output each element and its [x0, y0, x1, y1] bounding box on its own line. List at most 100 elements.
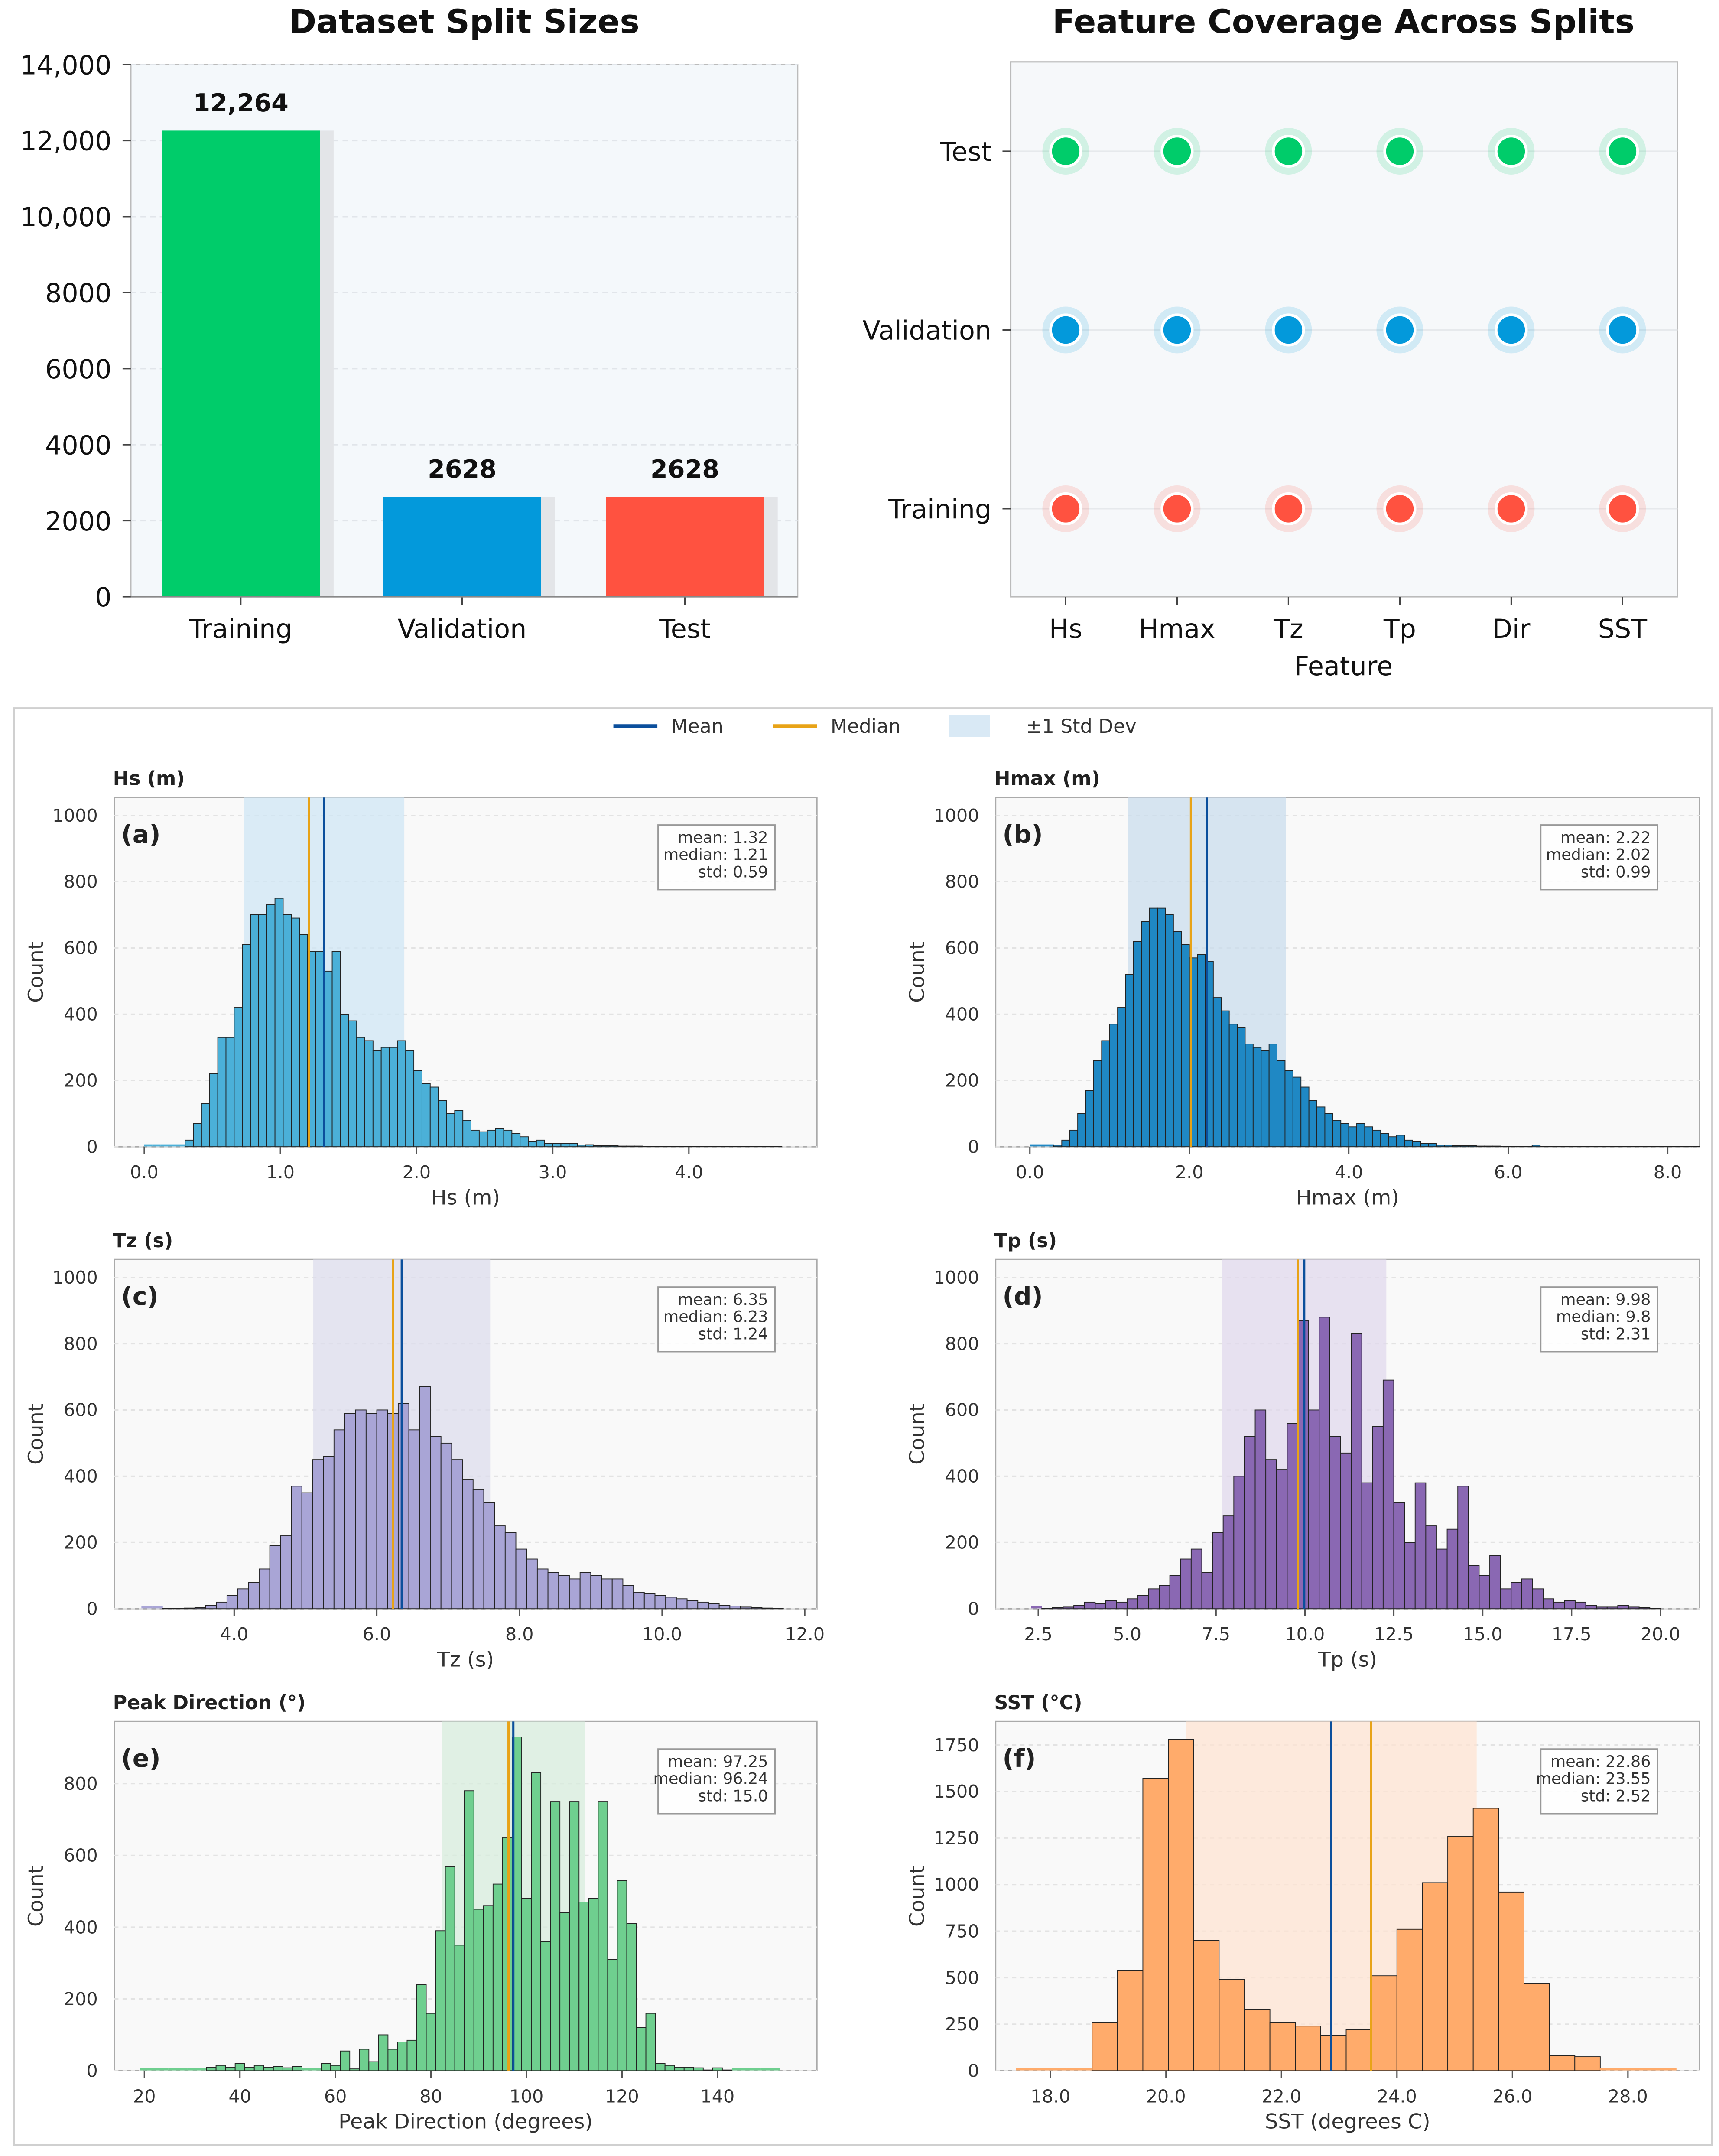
histogram-bar	[666, 1146, 676, 1148]
bar-value-label: 2628	[428, 455, 497, 484]
histogram-bar	[611, 1578, 624, 1610]
histogram-bar	[356, 1037, 365, 1148]
histogram-bar	[323, 1456, 335, 1610]
x-tick-label: Training	[189, 614, 292, 644]
histogram-bar	[1320, 2035, 1347, 2071]
histogram-bar	[1603, 1146, 1612, 1148]
stats-text: std: 0.99	[1581, 862, 1651, 881]
y-tick-label: 200	[64, 1070, 98, 1091]
histogram-bar	[340, 1014, 349, 1148]
histogram-bar	[1233, 1476, 1245, 1610]
stats-box	[657, 1748, 776, 1815]
y-tick-label: Training	[888, 494, 991, 525]
x-axis-label: Peak Direction (degrees)	[338, 2110, 593, 2134]
histogram-bar	[242, 944, 251, 1148]
histogram-bar	[438, 1100, 447, 1148]
histogram-legend: Mean Median ±1 Std Dev	[613, 715, 1137, 738]
x-tick-label: 80	[419, 2086, 442, 2107]
histogram-bar	[601, 1578, 613, 1610]
histogram-bar	[312, 1459, 324, 1610]
histogram-bar	[331, 951, 341, 1148]
histogram-bar	[1348, 1126, 1357, 1148]
histogram-bar	[633, 1592, 645, 1610]
y-tick-label: 400	[945, 1466, 979, 1487]
bar-training	[162, 130, 320, 597]
histogram-bar	[691, 1146, 700, 1148]
histogram-bar	[274, 898, 284, 1148]
histogram-bar	[1168, 1739, 1194, 2071]
histogram-bar	[658, 1146, 668, 1148]
y-tick-label: 0	[87, 1598, 98, 1619]
histogram-bar	[321, 2063, 331, 2071]
histogram-bar	[454, 1945, 465, 2071]
histogram-bar	[740, 1606, 752, 1610]
coverage-dot	[1495, 313, 1528, 347]
histogram-bar	[1500, 1588, 1512, 1610]
stats-text: median: 96.24	[653, 1769, 768, 1788]
histogram-bar	[1372, 1129, 1381, 1148]
histogram-bar	[1319, 1317, 1330, 1610]
histogram-bar	[1228, 1024, 1238, 1148]
histogram-bar	[1500, 1146, 1509, 1148]
legend-std-swatch	[949, 715, 990, 737]
subplot-title: Tz (s)	[113, 1230, 173, 1252]
y-tick-label: 800	[64, 1333, 98, 1354]
histogram-bar	[1643, 1146, 1652, 1148]
histogram-bar	[225, 2067, 236, 2071]
histogram-bar	[1237, 1027, 1246, 1148]
coverage-dot	[1495, 134, 1528, 168]
histogram-bar	[1472, 1808, 1499, 2071]
histogram-bar	[283, 914, 292, 1148]
x-tick-label: SST	[1598, 614, 1648, 644]
histogram-bar	[355, 1409, 367, 1610]
histogram-bar	[504, 1532, 517, 1610]
histogram-bar	[708, 1603, 720, 1610]
histogram-bar	[1073, 1605, 1085, 1610]
y-tick-label: 400	[64, 1466, 98, 1487]
histogram-bar	[732, 1146, 741, 1148]
histogram-bar	[462, 1479, 474, 1610]
histogram-bar	[1148, 1588, 1160, 1610]
histogram-bar	[1479, 1575, 1490, 1610]
histogram-bar	[215, 2065, 226, 2071]
stats-text: std: 2.52	[1581, 1786, 1651, 1805]
histogram-bar	[1265, 1459, 1277, 1610]
histogram-bar	[344, 1413, 356, 1610]
y-tick-label: 600	[64, 938, 98, 959]
histogram-bar	[280, 1535, 292, 1610]
histogram-bar	[1308, 1100, 1317, 1148]
histogram-bar	[1041, 1608, 1053, 1610]
split-sizes-chart: Dataset Split Sizes 0 2000 4000 6000 8000 10,0…	[20, 2, 799, 644]
histogram-bar	[1052, 1607, 1064, 1610]
histogram-bar	[426, 2013, 436, 2071]
x-tick-label: Hmax	[1139, 614, 1215, 644]
histogram-bar	[1396, 1135, 1405, 1148]
x-tick-label: 3.0	[539, 1162, 567, 1183]
histogram-bar	[1105, 1600, 1117, 1610]
subplot-title: Peak Direction (°)	[113, 1692, 306, 1714]
y-tick-label: 800	[945, 1333, 979, 1354]
histogram-bar	[173, 1608, 185, 1610]
coverage-dot	[1272, 134, 1305, 168]
stats-text: median: 6.23	[663, 1307, 768, 1326]
histogram-bar	[349, 2068, 360, 2071]
histogram-bar	[1511, 1582, 1522, 1610]
x-tick-label: 6.0	[1494, 1162, 1523, 1183]
y-tick-label: 0	[87, 1136, 98, 1157]
y-tick-label: 0	[95, 582, 111, 613]
stats-text: mean: 1.32	[678, 828, 768, 847]
stats-text: std: 15.0	[698, 1786, 768, 1805]
histogram-bar	[634, 1145, 643, 1148]
y-tick-label: 400	[64, 1004, 98, 1025]
coverage-dot	[1272, 313, 1305, 347]
x-tick-label: 15.0	[1463, 1624, 1503, 1645]
histogram-bar	[421, 1083, 431, 1148]
x-tick-label: 12.0	[785, 1624, 825, 1645]
histogram-bar	[503, 1129, 513, 1148]
histogram-bar	[1085, 1090, 1094, 1148]
histogram-bar	[699, 1146, 708, 1148]
histogram-bar	[1468, 1145, 1477, 1148]
histogram-bar	[1549, 2055, 1576, 2071]
histogram-bar	[397, 1403, 409, 1610]
y-tick-label: 10,000	[20, 202, 112, 233]
